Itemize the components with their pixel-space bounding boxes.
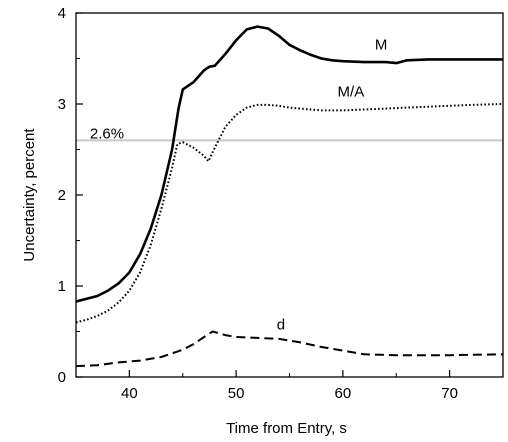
y-tick-label: 3 [58,96,66,113]
y-axis-title: Uncertainty, percent [21,128,38,262]
y-tick-label: 1 [58,278,66,295]
annotation-label: M/A [338,84,365,101]
series-line-m [75,25,503,303]
series-line-m-a [75,103,504,324]
series-line-d [75,330,504,368]
x-axis-title: Time from Entry, s [226,420,347,437]
annotation-label: 2.6% [90,126,124,143]
x-tick-label: 70 [441,385,458,402]
x-tick-label: 50 [228,385,245,402]
x-tick-label: 40 [121,385,138,402]
plot-frame [75,12,504,378]
y-tick-label: 4 [58,5,66,22]
y-tick-label: 0 [58,369,66,386]
x-tick-label: 60 [335,385,352,402]
annotation-label: M [375,36,388,53]
y-tick-label: 2 [58,187,66,204]
annotation-label: d [277,317,285,334]
